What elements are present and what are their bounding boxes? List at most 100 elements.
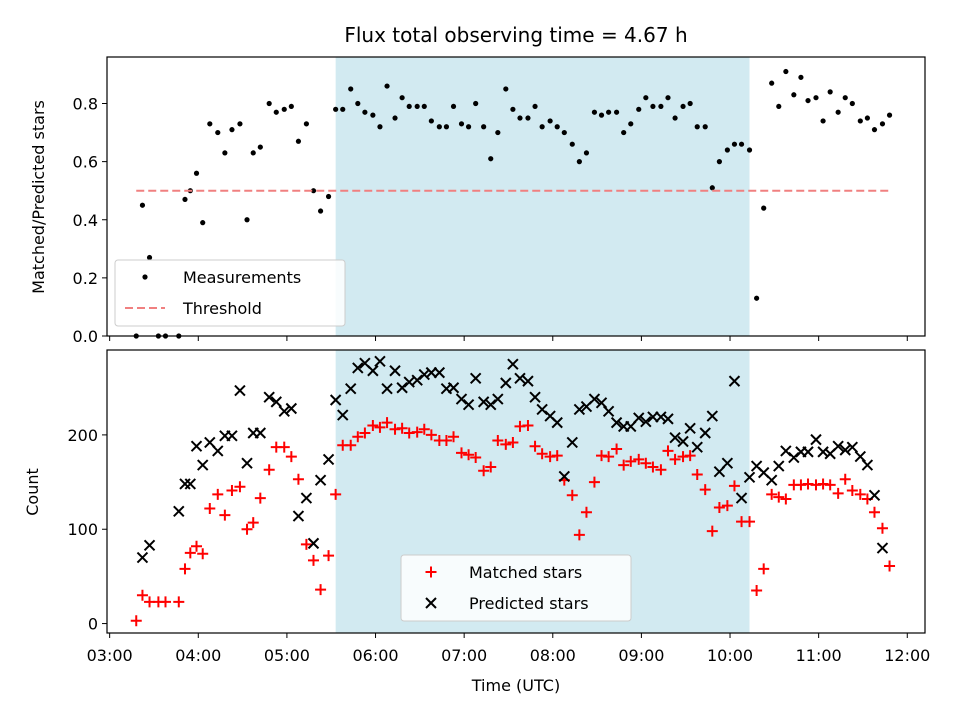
predicted-star-point [507, 358, 519, 370]
measurement-point [746, 147, 753, 153]
predicted-star-point [389, 365, 401, 377]
predicted-star-point [817, 446, 829, 458]
matched-star-point [684, 450, 696, 462]
matched-star-point [766, 488, 778, 500]
matched-star-point [854, 488, 866, 500]
measurement-point [182, 196, 188, 203]
measurement-point [842, 95, 848, 101]
measurement-point [665, 95, 671, 101]
matched-star-point [580, 506, 592, 518]
predicted-star-point [322, 453, 335, 466]
measurement-point [443, 124, 450, 130]
matched-star-point [884, 560, 896, 572]
predicted-star-point [788, 451, 800, 464]
matched-star-point [307, 554, 319, 566]
legend-label: Threshold [182, 299, 262, 318]
matched-star-point [500, 438, 512, 450]
predicted-star-point [810, 433, 822, 446]
measurement-point [355, 100, 361, 107]
measurement-point [776, 103, 782, 110]
top-x-axis-ticks [109, 336, 908, 341]
predicted-star-point [143, 539, 156, 551]
predicted-star-point [610, 416, 623, 429]
measurement-point [281, 106, 287, 112]
top-legend: Measurements Threshold [114, 259, 346, 327]
measurement-point [193, 170, 200, 176]
measurement-point [303, 121, 310, 127]
matched-star-point [751, 585, 763, 597]
measurement-point [554, 124, 560, 130]
measurement-point [813, 95, 819, 101]
top-y-axis-ticks: 0.0 0.2 0.4 0.6 0.8 [73, 95, 107, 346]
top-y-tick-label: 0.8 [73, 95, 98, 114]
measurement-point [738, 141, 745, 147]
matched-star-point [411, 426, 423, 438]
predicted-star-point [765, 474, 778, 486]
measurement-point [805, 97, 811, 104]
predicted-star-point [396, 382, 408, 394]
measurement-point [857, 118, 863, 124]
top-y-tick-label: 0.0 [73, 327, 98, 346]
matched-star-point [655, 464, 667, 476]
measurement-point [621, 129, 627, 136]
predicted-star-point [469, 372, 482, 385]
bottom-plot-marks [131, 356, 896, 627]
legend-label: Matched stars [469, 563, 582, 582]
matched-star-point [603, 451, 615, 463]
matched-star-point [529, 440, 541, 452]
measurement-point [317, 208, 324, 214]
predicted-star-point [492, 393, 504, 405]
matched-star-point [625, 455, 637, 467]
matched-star-point [839, 473, 851, 485]
measurement-point [539, 124, 545, 130]
x-tick-label: 10:00 [707, 646, 753, 665]
predicted-star-point [254, 427, 267, 439]
matched-star-point [744, 516, 756, 528]
predicted-star-point [640, 415, 652, 428]
x-tick-label: 09:00 [618, 646, 664, 665]
measurement-point [672, 115, 678, 121]
measurement-point [488, 156, 494, 162]
predicted-star-point [514, 372, 526, 385]
measurement-point [333, 106, 339, 112]
matched-star-point [212, 488, 224, 500]
predicted-star-point [655, 411, 667, 423]
predicted-star-point [832, 440, 844, 452]
matched-star-point [588, 476, 600, 488]
bottom-y-tick-label: 200 [67, 426, 98, 445]
matched-star-point [566, 489, 578, 501]
matched-star-point [418, 423, 430, 435]
matched-star-point [204, 502, 216, 514]
predicted-star-point [447, 382, 460, 394]
matched-star-point [396, 422, 408, 434]
measurement-point [273, 109, 279, 115]
bottom-y-axis-ticks: 0 100 200 [67, 426, 107, 634]
predicted-star-point [868, 489, 881, 501]
predicted-star-point [136, 551, 149, 564]
measurement-point [754, 295, 760, 301]
matched-star-point [440, 435, 452, 447]
predicted-star-point [184, 478, 197, 490]
top-plot-marks [133, 68, 893, 339]
measurement-point [636, 106, 642, 112]
predicted-star-point [345, 382, 357, 395]
measurement-point [250, 150, 256, 156]
measurement-point [222, 150, 228, 156]
predicted-star-point [197, 459, 209, 471]
matched-star-point [292, 473, 304, 485]
measurement-point [450, 103, 457, 110]
top-legend-box [114, 259, 346, 327]
bottom-y-tick-label: 0 [88, 615, 98, 634]
predicted-star-point [602, 405, 615, 418]
matched-star-point [573, 529, 585, 541]
matched-star-point [219, 509, 231, 521]
measurement-point [798, 74, 804, 80]
legend-key-matched [425, 566, 437, 578]
matched-star-point [721, 500, 733, 512]
matched-star-point [846, 485, 858, 497]
predicted-star-point [329, 394, 342, 406]
bottom-axes-frame [106, 349, 926, 634]
matched-star-point [448, 431, 460, 443]
legend-label: Predicted stars [469, 594, 589, 613]
